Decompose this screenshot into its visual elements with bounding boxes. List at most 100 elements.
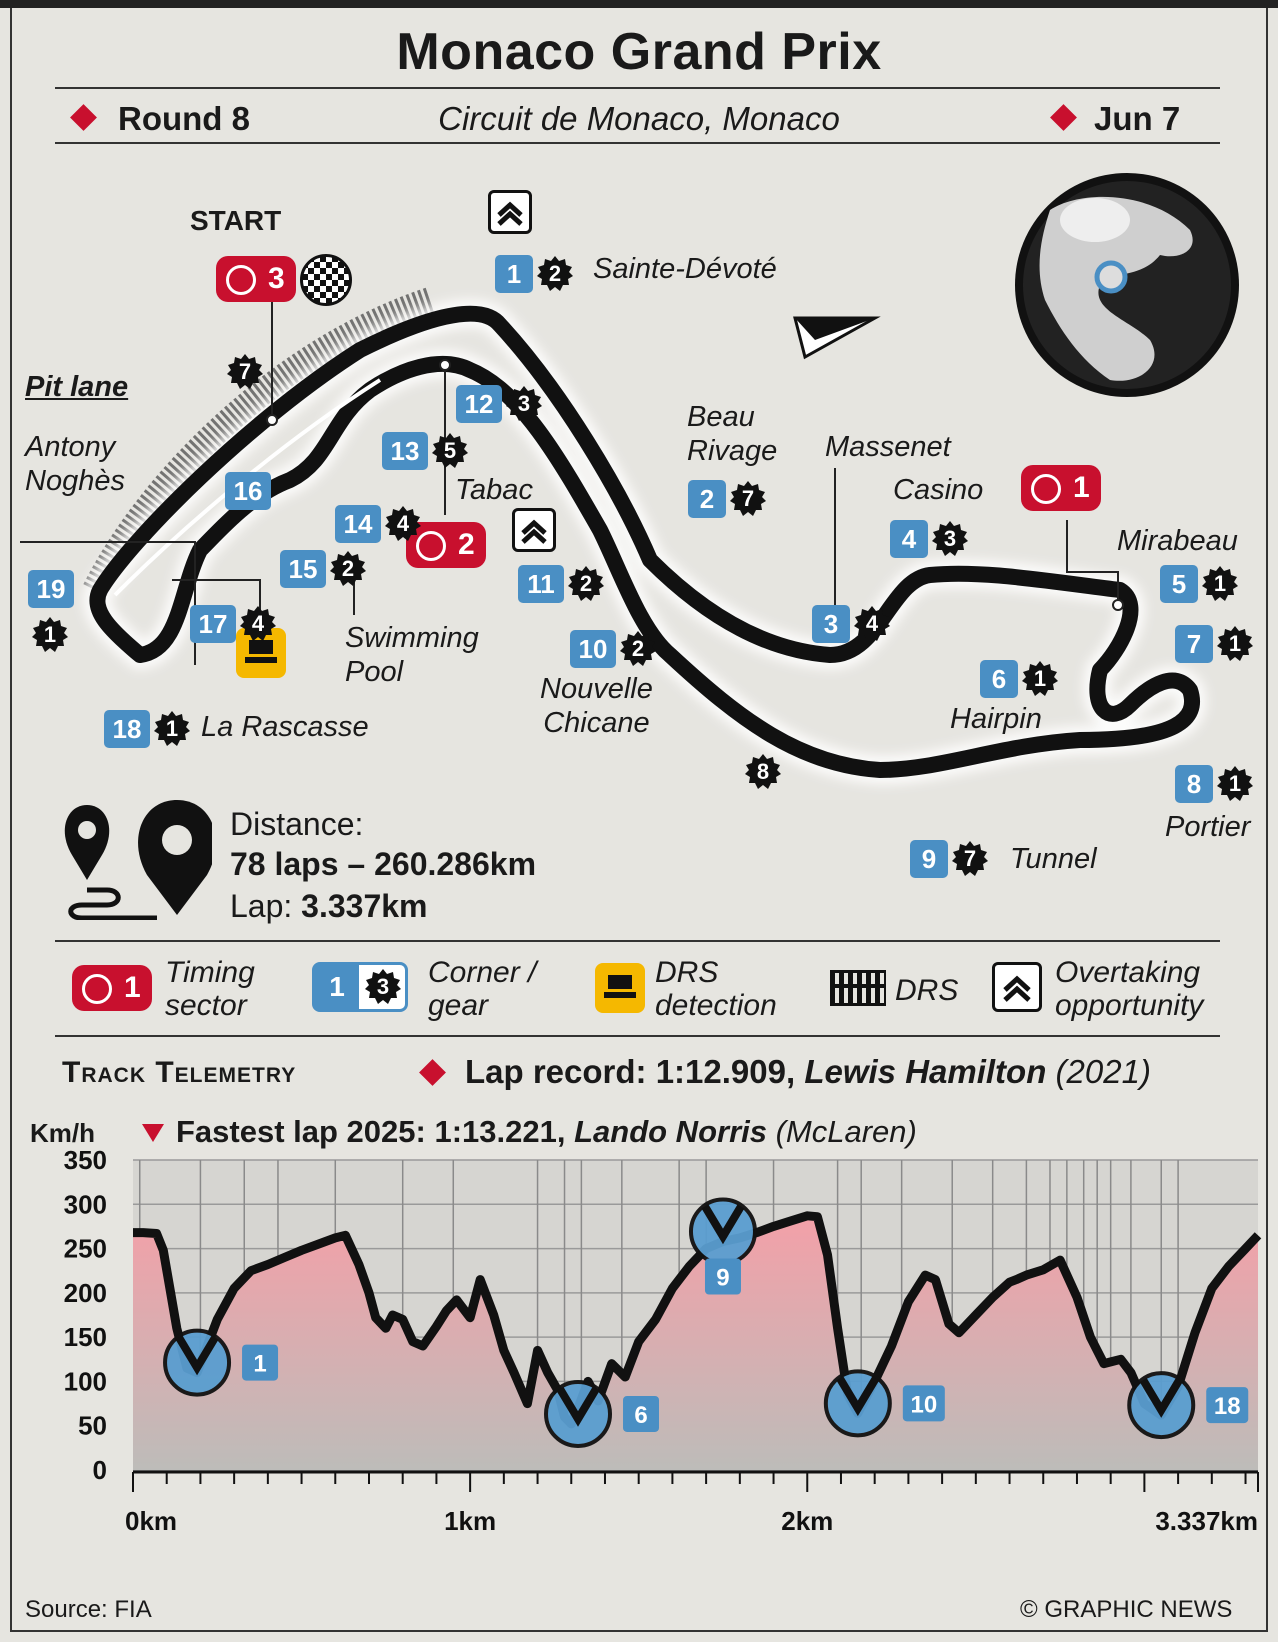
- gear-number: 7: [728, 479, 768, 519]
- corner-badge-6: 6: [980, 660, 1018, 698]
- gear-icon: 4: [852, 604, 892, 644]
- legend-corner-badge: 1 3: [312, 962, 408, 1012]
- gear-number: 7: [950, 839, 990, 879]
- gear-icon: 1: [1020, 659, 1060, 699]
- fastest-lap: Fastest lap 2025: 1:13.221, Lando Norris…: [176, 1114, 917, 1150]
- distance-label: Distance:: [230, 806, 363, 843]
- legend-divider: [55, 940, 1220, 942]
- header-divider: [55, 87, 1220, 89]
- corner-name-hairpin: Hairpin: [950, 702, 1042, 736]
- gear-icon: 1: [152, 709, 192, 749]
- corner-name-sainte-devote: Sainte-Dévoté: [593, 252, 777, 286]
- y-tick-label: 300: [64, 1189, 107, 1219]
- circuit-label: Circuit de Monaco, Monaco: [0, 100, 1278, 138]
- globe-icon: [1015, 173, 1239, 397]
- gear-number: 1: [1215, 624, 1255, 664]
- gear-number: 3: [504, 384, 544, 424]
- x-tick-label: 1km: [444, 1506, 496, 1536]
- timing-sector-3: 3: [216, 256, 296, 302]
- legend-timing: Timing sector: [165, 956, 255, 1022]
- corner-name-tunnel: Tunnel: [1010, 842, 1097, 876]
- gear-icon: 3: [930, 519, 970, 559]
- drs-detection-icon: [595, 963, 645, 1013]
- corner-badge-11: 11: [518, 565, 564, 603]
- legend-drs-detection: DRS detection: [655, 956, 777, 1022]
- gear-icon: 2: [535, 254, 575, 294]
- triangle-down-icon: [140, 1122, 166, 1144]
- gear-icon: 4: [238, 604, 278, 644]
- gear-number: 4: [383, 504, 423, 544]
- y-tick-label: 100: [64, 1366, 107, 1396]
- gear-number: 2: [618, 629, 658, 669]
- top-rule: [0, 0, 1278, 8]
- corner-name-massenet: Massenet: [825, 430, 951, 464]
- corner-name-tabac: Tabac: [455, 473, 533, 507]
- stopwatch-icon: [1031, 474, 1061, 504]
- gear-icon: 7: [728, 479, 768, 519]
- corner-badge-label: 1: [253, 1351, 266, 1378]
- corner-badge-17: 17: [190, 605, 236, 643]
- stopwatch-icon: [226, 265, 256, 295]
- corner-name-nouvelle-chicane: Nouvelle Chicane: [540, 672, 653, 740]
- overtake-chevron-icon: [512, 508, 556, 552]
- corner-badge-13: 13: [382, 432, 428, 470]
- gear-number: 7: [225, 352, 265, 392]
- gear-icon: 1: [1215, 764, 1255, 804]
- x-tick-label: 3.337km: [1155, 1506, 1258, 1536]
- y-tick-label: 250: [64, 1234, 107, 1264]
- corner-badge-7: 7: [1175, 625, 1213, 663]
- gear-number: 8: [743, 752, 783, 792]
- source-label: Source: FIA: [25, 1596, 152, 1624]
- corner-name-la-rascasse: La Rascasse: [201, 710, 369, 744]
- gear-icon: 4: [383, 504, 423, 544]
- legend-drs: DRS: [895, 974, 958, 1007]
- gear-icon: 1: [30, 615, 70, 655]
- corner-badge-label: 10: [910, 1391, 937, 1418]
- gear-number: 1: [1215, 764, 1255, 804]
- telemetry-divider: [55, 1035, 1220, 1037]
- corner-badge-18: 18: [104, 710, 150, 748]
- gear-icon: 3: [363, 967, 403, 1007]
- x-tick-label: 0km: [125, 1506, 177, 1536]
- gear-number: 4: [238, 604, 278, 644]
- x-tick-label: 2km: [781, 1506, 833, 1536]
- gear-number: 3: [930, 519, 970, 559]
- stopwatch-icon: [82, 974, 112, 1004]
- timing-sector-1: 1: [1021, 465, 1101, 511]
- corner-badge-15: 15: [280, 550, 326, 588]
- corner-badge-9: 9: [910, 840, 948, 878]
- credit-label: © GRAPHIC NEWS: [1020, 1596, 1232, 1624]
- corner-badge-19: 19: [28, 570, 74, 608]
- gear-number: 1: [1020, 659, 1060, 699]
- speed-chart: 350 300 250 200 150 100 50 0 1 6 9 10 18 0km 1km 2km 3.3…: [0, 1150, 1278, 1570]
- y-tick-label: 200: [64, 1278, 107, 1308]
- gear-icon: 2: [328, 549, 368, 589]
- gear-number: 3: [363, 967, 403, 1007]
- lap-record: Lap record: 1:12.909, Lewis Hamilton (20…: [465, 1053, 1151, 1091]
- corner-badge-10: 10: [570, 630, 616, 668]
- corner-badge-2: 2: [688, 480, 726, 518]
- gear-number: 2: [566, 564, 606, 604]
- corner-name-beau-rivage: Beau Rivage: [687, 400, 777, 468]
- telemetry-heading: Track Telemetry: [62, 1056, 296, 1090]
- corner-badge-3: 3: [812, 605, 850, 643]
- gear-number: 2: [328, 549, 368, 589]
- gear-icon: 3: [504, 384, 544, 424]
- gear-icon: 7: [950, 839, 990, 879]
- overtake-chevron-icon: [488, 190, 532, 234]
- corner-name-swimming-pool: Swimming Pool: [345, 621, 479, 689]
- gear-icon: 7: [225, 352, 265, 392]
- legend-overtaking: Overtaking opportunity: [1055, 956, 1203, 1022]
- y-tick-label: 50: [78, 1411, 107, 1441]
- gear-icon: 8: [743, 752, 783, 792]
- gear-number: 1: [152, 709, 192, 749]
- gear-number: 1: [1200, 564, 1240, 604]
- y-tick-label: 150: [64, 1322, 107, 1352]
- legend-corner: Corner / gear: [428, 956, 536, 1022]
- gear-number: 4: [852, 604, 892, 644]
- gear-number: 2: [535, 254, 575, 294]
- gear-number: 1: [30, 615, 70, 655]
- corner-badge-14: 14: [335, 505, 381, 543]
- gear-icon: 2: [618, 629, 658, 669]
- checkered-flag-icon: [300, 254, 352, 306]
